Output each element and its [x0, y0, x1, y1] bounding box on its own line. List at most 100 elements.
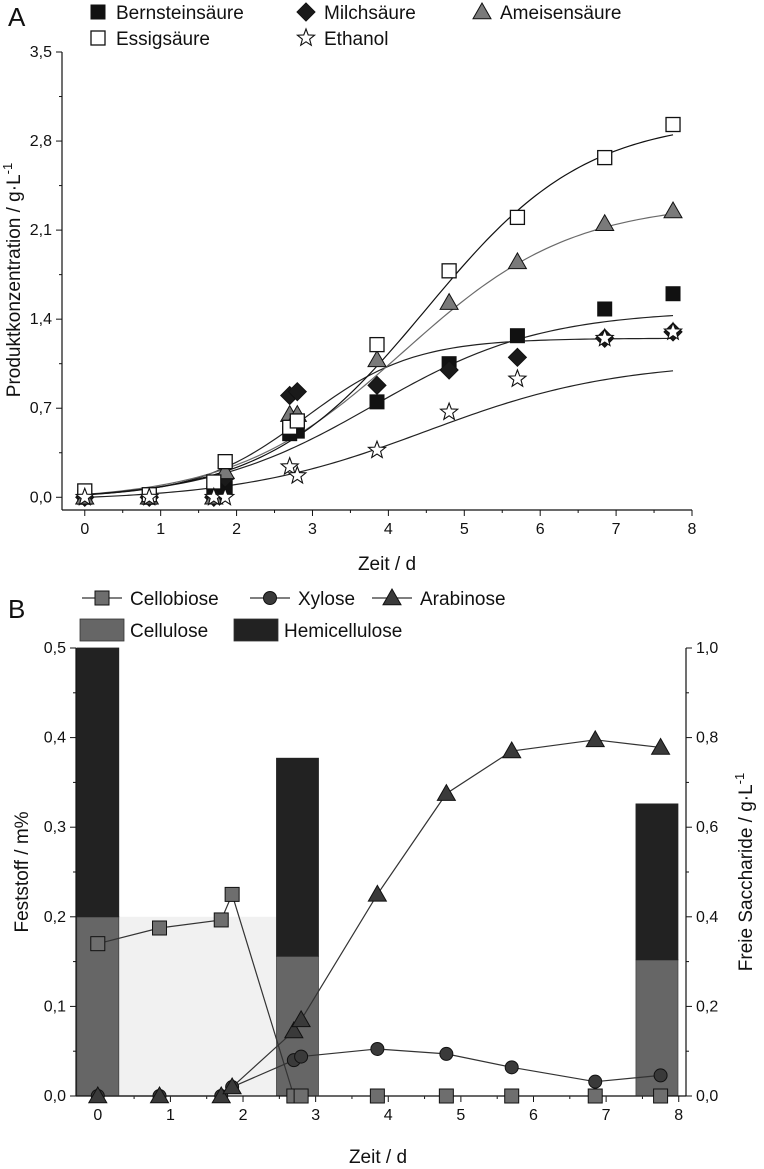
- point-bernsteins-ure: [509, 328, 525, 344]
- panel-b-x-tick-label: 3: [311, 1107, 320, 1124]
- point-arabinose: [436, 783, 457, 801]
- point-arabinose: [291, 1009, 311, 1028]
- panel-a-x-tick-label: 0: [80, 521, 89, 538]
- point-milchs-ure: [507, 347, 528, 368]
- panel-b-right-y-tick-label: 0,6: [696, 819, 718, 836]
- legend-label-arabinose: Arabinose: [420, 589, 506, 610]
- point-arabinose: [585, 729, 606, 748]
- point-ethanol: [507, 368, 528, 388]
- panel-b-x-tick-label: 8: [674, 1107, 683, 1124]
- point-ameisens-ure: [663, 201, 683, 219]
- point-milchs-ure: [367, 375, 387, 396]
- panel-b: B Cellobiose Xylose Arabinose Cellulose Hemi…: [8, 587, 757, 1168]
- legend-marker-xylose: [263, 591, 277, 605]
- point-cellobiose: [504, 1088, 520, 1104]
- panel-a-x-tick-label: 5: [460, 521, 469, 538]
- panel-a-x-tick-label: 8: [688, 521, 697, 538]
- fit-curve-ameisens-ure: [84, 213, 674, 496]
- legend-marker-milchs-ure: [296, 2, 316, 22]
- legend-marker-cellobiose: [94, 590, 110, 606]
- panel-a-y-axis-label: Produktkonzentration / g·L-1: [0, 163, 25, 397]
- point-ethanol: [74, 486, 95, 506]
- point-ameisens-ure: [367, 349, 387, 368]
- legend-label-milchs-ure: Milchsäure: [324, 3, 416, 24]
- panel-b-y-tick-label: 0,1: [44, 998, 66, 1015]
- legend-label-essigs-ure: Essigsäure: [116, 29, 210, 50]
- point-arabinose: [367, 884, 388, 902]
- point-cellobiose: [587, 1088, 603, 1104]
- point-ethanol: [366, 439, 388, 459]
- panel-b-legend: Cellobiose Xylose Arabinose Cellulose Hemice…: [79, 587, 506, 642]
- point-xylose: [653, 1068, 668, 1083]
- panel-a-legend: Bernsteinsäure Milchsäure Ameisensäure Essi…: [90, 1, 621, 50]
- panel-b-y-tick-label: 0,0: [44, 1088, 66, 1105]
- panel-b-x-tick-label: 1: [166, 1107, 175, 1124]
- point-cellobiose: [213, 912, 229, 928]
- legend-label-xylose: Xylose: [298, 589, 355, 610]
- point-arabinose: [87, 1085, 108, 1104]
- panel-a-y-axis-label-sup: -1: [0, 163, 15, 175]
- panel-a-x-tick-label: 4: [384, 521, 393, 538]
- legend-marker-ethanol: [295, 27, 317, 47]
- panel-b-x-axis-label: Zeit / d: [349, 1147, 407, 1168]
- point-arabinose: [149, 1085, 170, 1104]
- point-essigs-ure: [441, 263, 457, 279]
- point-essigs-ure: [289, 413, 305, 429]
- panel-a-label: A: [8, 2, 26, 32]
- panel-b-right-axis-label: Freie Saccharide / g·L-1: [732, 773, 757, 971]
- panel-b-right-y-tick-label: 0,0: [696, 1088, 718, 1105]
- panel-a-x-axis-label: Zeit / d: [358, 554, 416, 575]
- panel-b-right-y-tick-label: 0,2: [696, 998, 718, 1015]
- panel-b-right-axis-label-sup: -1: [732, 773, 747, 785]
- point-ethanol: [662, 321, 684, 341]
- point-arabinose: [501, 741, 522, 759]
- point-ethanol: [139, 486, 160, 506]
- point-ameisens-ure: [507, 251, 528, 270]
- legend-marker-bernsteins-ure: [90, 4, 106, 20]
- point-ethanol: [279, 456, 300, 476]
- point-arabinose: [650, 737, 671, 755]
- panel-b-data-points: [87, 729, 671, 1104]
- shaded-region: [118, 916, 277, 1096]
- panel-a-x-tick-label: 6: [536, 521, 545, 538]
- panel-b-x-tick-label: 4: [384, 1107, 393, 1124]
- panel-a-data-points: [74, 116, 684, 507]
- panel-b-y-tick-label: 0,3: [44, 819, 66, 836]
- legend-label-bernsteins-ure: Bernsteinsäure: [116, 3, 244, 24]
- legend-marker-ameisens-ure: [472, 1, 492, 20]
- point-ethanol: [594, 327, 615, 347]
- panel-b-x-tick-label: 5: [456, 1107, 465, 1124]
- point-bernsteins-ure: [665, 286, 681, 302]
- panel-a: A Bernsteinsäure Milchsäure Ameisensäure Es…: [0, 1, 697, 575]
- panel-b-y-tick-label: 0,4: [44, 730, 66, 747]
- point-cellobiose: [653, 1088, 669, 1104]
- panel-a-x-tick-label: 1: [156, 521, 165, 538]
- point-xylose: [588, 1074, 603, 1089]
- panel-a-y-tick-label: 3,5: [30, 44, 52, 61]
- panel-a-x-tick-label: 3: [308, 521, 317, 538]
- panel-a-x-tick-label: 7: [612, 521, 621, 538]
- panel-b-x-tick-label: 7: [602, 1107, 611, 1124]
- point-essigs-ure: [509, 209, 526, 226]
- point-arabinose: [211, 1085, 232, 1104]
- point-bernsteins-ure: [597, 301, 613, 317]
- point-ameisens-ure: [439, 292, 459, 310]
- point-xylose: [439, 1046, 454, 1061]
- legend-marker-arabinose: [382, 587, 402, 606]
- point-essigs-ure: [369, 336, 385, 353]
- legend-label-ameisens-ure: Ameisensäure: [500, 3, 621, 24]
- legend-label-cellulose: Cellulose: [130, 621, 208, 642]
- panel-b-label: B: [8, 594, 25, 624]
- panel-a-y-tick-label: 2,8: [30, 133, 52, 150]
- point-arabinose: [222, 1077, 242, 1095]
- legend-label-cellobiose: Cellobiose: [130, 589, 219, 610]
- point-bernsteins-ure: [369, 394, 385, 410]
- legend-swatch-hemicellulose: [233, 618, 279, 642]
- point-ethanol: [287, 465, 308, 485]
- point-essigs-ure: [217, 454, 233, 470]
- point-milchs-ure: [439, 360, 459, 380]
- panel-a-y-tick-label: 0,0: [30, 489, 52, 506]
- point-essigs-ure: [597, 149, 613, 166]
- panel-b-right-y-tick-label: 1,0: [696, 640, 718, 657]
- legend-label-ethanol: Ethanol: [324, 29, 388, 50]
